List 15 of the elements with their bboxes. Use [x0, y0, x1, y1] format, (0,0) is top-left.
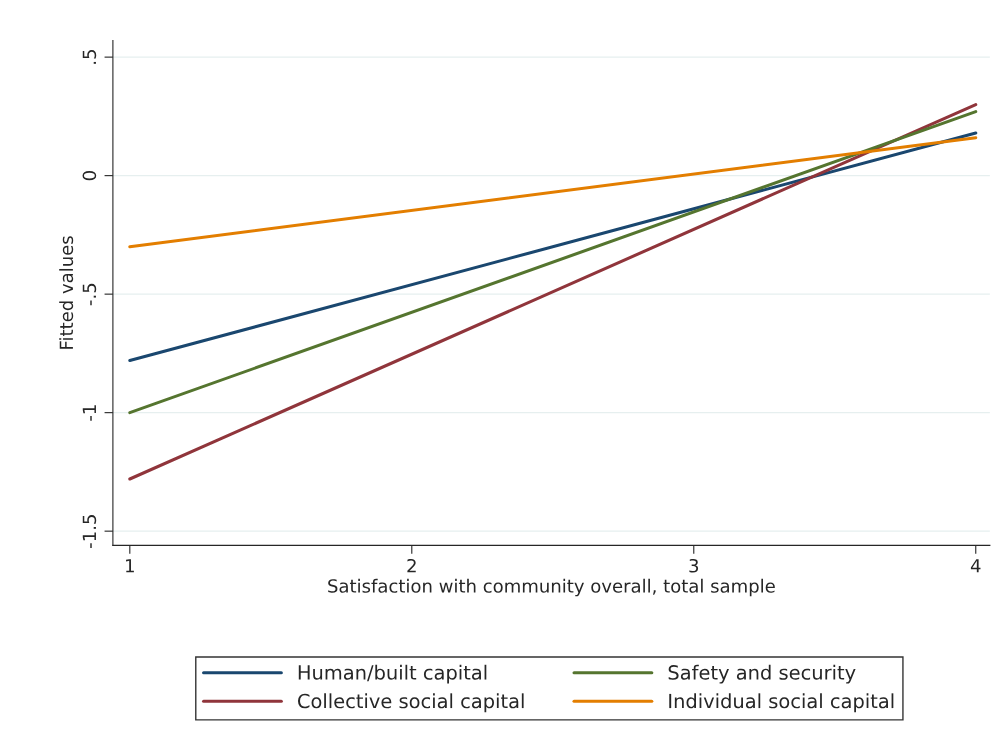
y-tick-label: -1.5 [82, 515, 97, 548]
x-tick-label: 4 [970, 559, 981, 573]
legend-label: Individual social capital [669, 693, 894, 713]
y-tick-label: -1 [82, 405, 96, 421]
y-tick-label: .5 [82, 50, 97, 64]
y-tick-label: 0 [82, 171, 97, 181]
legend-label: Human/built capital [298, 664, 487, 684]
x-tick-label: 1 [126, 559, 134, 573]
legend-label: Collective social capital [297, 693, 524, 713]
y-axis-title: Fitted values [59, 236, 74, 349]
x-tick-label: 3 [689, 558, 699, 573]
legend-label: Safety and security [668, 664, 856, 684]
y-tick-label: -.5 [82, 283, 97, 306]
x-axis-title: Satisfaction with community overall, total sample [328, 578, 775, 597]
x-tick-label: 2 [407, 558, 416, 573]
